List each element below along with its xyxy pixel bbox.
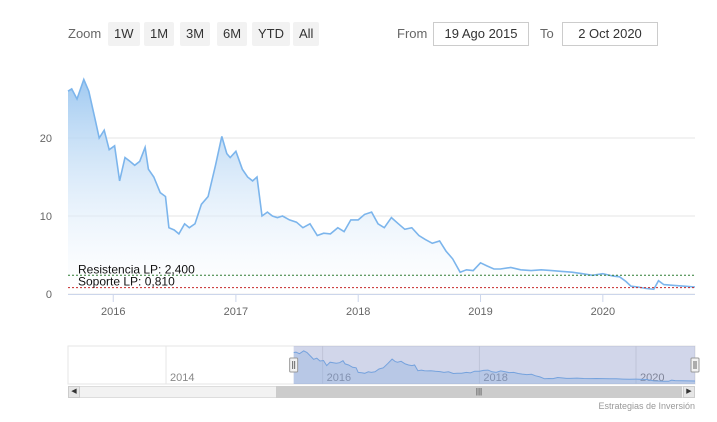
- x-axis-labels: 2016 2017 2018 2019 2020: [101, 306, 615, 318]
- navigator-background: [67, 345, 696, 385]
- navigator-tick-label: 2014: [170, 372, 194, 384]
- to-label: To: [540, 26, 554, 41]
- x-tick-label: 2020: [591, 306, 615, 318]
- navigator-area: [293, 350, 695, 384]
- chart-credits[interactable]: Estrategias de Inversión: [598, 401, 695, 411]
- zoom-1m-button[interactable]: 1M: [144, 22, 175, 46]
- scroll-right-arrow-icon[interactable]: ▶: [683, 386, 695, 398]
- zoom-3m-button[interactable]: 3M: [180, 22, 211, 46]
- level-label-0: Resistencia LP: 2,400: [78, 262, 195, 276]
- scrollbar-thumb[interactable]: [276, 386, 682, 398]
- price-line: [67, 77, 696, 291]
- x-tick-label: 2019: [468, 306, 492, 318]
- navigator-right-handle[interactable]: [690, 357, 700, 373]
- navigator[interactable]: 2014 2016 2018 2020: [67, 345, 700, 385]
- navigator-line: [293, 350, 696, 382]
- x-tick-label: 2016: [101, 306, 125, 318]
- y-axis-labels: 0 10 20: [40, 133, 52, 301]
- navigator-left-handle[interactable]: [289, 357, 299, 373]
- zoom-all-button[interactable]: All: [293, 22, 320, 46]
- from-label: From: [397, 26, 428, 41]
- y-tick-label: 0: [46, 289, 52, 301]
- navigator-tick-label: 2016: [327, 372, 351, 384]
- to-date-input[interactable]: 2 Oct 2020: [562, 22, 658, 46]
- scrollbar-grip-icon[interactable]: |||: [475, 387, 483, 396]
- zoom-6m-button[interactable]: 6M: [217, 22, 248, 46]
- x-tick-label: 2017: [224, 306, 248, 318]
- scroll-left-arrow-icon[interactable]: ◀: [68, 386, 80, 398]
- navigator-tick-label: 2018: [483, 372, 507, 384]
- y-tick-label: 10: [40, 211, 52, 223]
- navigator-selection: [293, 346, 695, 384]
- zoom-label: Zoom: [68, 26, 102, 41]
- x-tick-label: 2018: [346, 306, 370, 318]
- price-area: [68, 79, 695, 294]
- from-date-input[interactable]: 19 Ago 2015: [433, 22, 529, 46]
- zoom-1w-button[interactable]: 1W: [108, 22, 140, 46]
- y-tick-label: 20: [40, 133, 52, 145]
- level-label-1: Soporte LP: 0,810: [78, 275, 175, 289]
- zoom-ytd-button[interactable]: YTD: [252, 22, 290, 46]
